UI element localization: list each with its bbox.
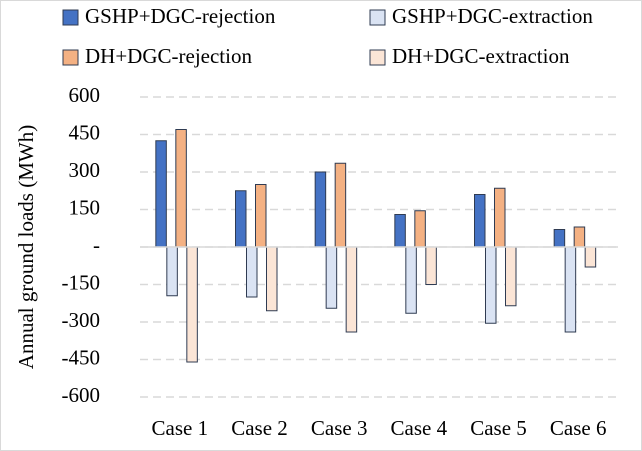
bar (266, 246, 278, 312)
bar (334, 162, 347, 248)
x-tick-label: Case 5 (470, 416, 527, 440)
bar (474, 194, 486, 248)
bar (314, 171, 327, 248)
bar (394, 214, 406, 248)
y-axis-label: Annual ground loads (MWh) (14, 125, 38, 369)
legend-swatch (62, 49, 79, 66)
bar (564, 246, 577, 333)
bar (414, 210, 426, 248)
x-tick-label: Case 2 (231, 416, 288, 440)
legend-label: DH+DGC-rejection (85, 44, 252, 68)
bar (325, 246, 338, 309)
x-tick-label: Case 6 (550, 416, 607, 440)
bar (345, 246, 358, 333)
x-tick-label: Case 1 (152, 416, 209, 440)
bar (186, 246, 198, 363)
y-tick-label: -600 (62, 383, 101, 407)
y-tick-label: 300 (69, 158, 101, 182)
bar (246, 246, 258, 298)
bar (175, 129, 187, 248)
legend-label: GSHP+DGC-rejection (85, 4, 276, 28)
bar (155, 140, 167, 248)
y-tick-label: 600 (69, 83, 101, 107)
legend-swatch (369, 49, 386, 66)
bar (553, 229, 566, 248)
y-tick-label: -450 (62, 345, 101, 369)
bar (255, 184, 267, 248)
y-tick-label: - (93, 233, 100, 257)
bar (425, 246, 437, 285)
legend-label: GSHP+DGC-extraction (392, 4, 593, 28)
bar (405, 246, 417, 314)
y-tick-label: 150 (69, 195, 101, 219)
y-tick-label: 450 (69, 120, 101, 144)
x-tick-label: Case 3 (311, 416, 368, 440)
bar (584, 246, 597, 268)
bar (573, 226, 586, 248)
x-tick-label: Case 4 (391, 416, 448, 440)
bar (166, 246, 178, 297)
legend-swatch (369, 9, 386, 26)
legend-label: DH+DGC-extraction (392, 44, 570, 68)
bar (235, 190, 247, 248)
y-tick-label: -300 (62, 308, 101, 332)
bar (485, 246, 497, 324)
y-tick-label: -150 (62, 270, 101, 294)
bar (505, 246, 517, 307)
bar (494, 187, 506, 248)
legend-swatch (62, 9, 79, 26)
